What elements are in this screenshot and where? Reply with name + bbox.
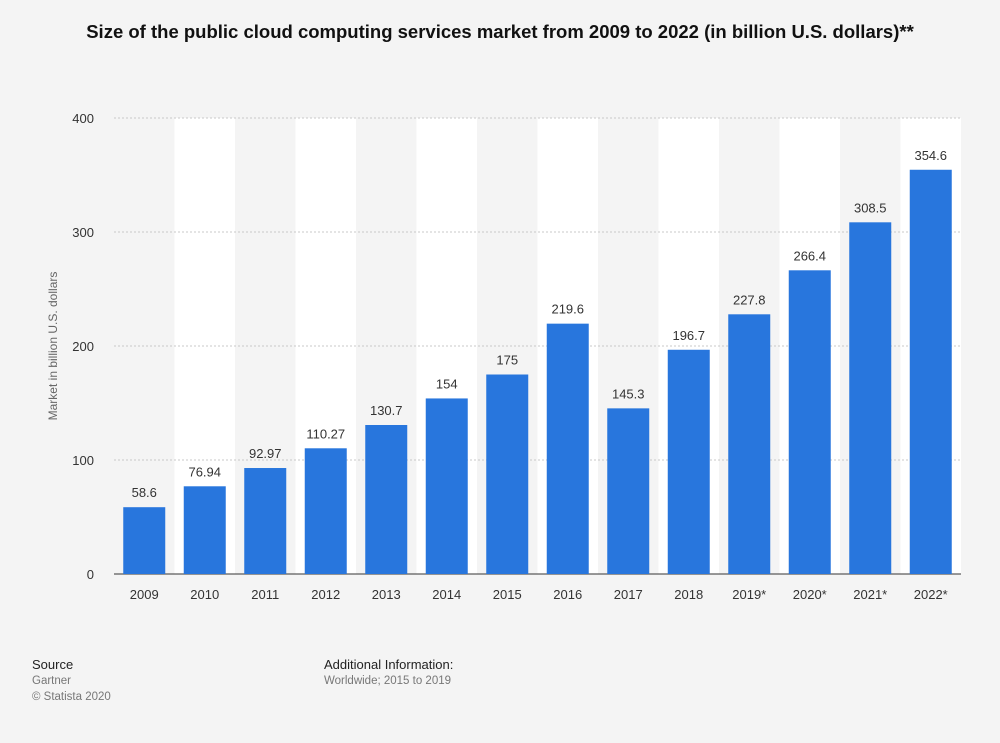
y-tick-label: 0 — [87, 567, 94, 582]
value-label: 219.6 — [551, 302, 584, 317]
x-tick-label: 2018 — [674, 587, 703, 602]
bar — [849, 222, 892, 574]
x-tick-label: 2014 — [432, 587, 461, 602]
bar — [304, 448, 347, 574]
bar — [365, 425, 408, 574]
bar — [183, 486, 226, 574]
y-tick-label: 200 — [72, 339, 94, 354]
y-tick-label: 400 — [72, 111, 94, 126]
x-axis-ticks: 2009 2010 2011 2012 2013 2014 2015 2016 2017 2018… — [130, 587, 948, 602]
bar — [123, 507, 166, 574]
x-tick-label: 2012 — [311, 587, 340, 602]
x-tick-label: 2015 — [493, 587, 522, 602]
bar — [667, 349, 710, 574]
value-label: 308.5 — [854, 200, 887, 215]
value-label: 110.27 — [306, 426, 345, 441]
value-label: 130.7 — [370, 403, 403, 418]
x-tick-label: 2017 — [614, 587, 643, 602]
value-labels: 58.6 76.94 92.97 110.27 130.7 154 175 219.6 145.… — [132, 148, 947, 500]
value-label: 196.7 — [672, 328, 705, 343]
x-tick-label: 2009 — [130, 587, 159, 602]
x-tick-label: 2013 — [372, 587, 401, 602]
source-value: Gartner — [32, 675, 71, 687]
bar — [546, 323, 589, 574]
x-tick-label: 2016 — [553, 587, 582, 602]
value-label: 76.94 — [188, 464, 221, 479]
bar — [909, 169, 952, 575]
source-block: Source Gartner © Statista 2020 — [32, 657, 111, 705]
bar — [728, 314, 771, 574]
x-tick-label: 2020* — [793, 587, 827, 602]
bar — [607, 408, 650, 574]
chart-title: Size of the public cloud computing servi… — [86, 21, 914, 42]
copyright: © Statista 2020 — [32, 691, 111, 703]
x-tick-label: 2010 — [190, 587, 219, 602]
value-label: 175 — [496, 353, 518, 368]
additional-info-label: Additional Information: — [324, 657, 454, 672]
bar — [486, 374, 529, 574]
value-label: 154 — [436, 376, 458, 391]
x-tick-label: 2019* — [732, 587, 766, 602]
value-label: 227.8 — [733, 292, 766, 307]
y-axis-label: Market in billion U.S. dollars — [46, 272, 60, 421]
value-label: 92.97 — [249, 446, 282, 461]
value-label: 58.6 — [132, 485, 157, 500]
value-label: 266.4 — [793, 248, 826, 263]
source-label: Source — [32, 657, 74, 672]
x-tick-label: 2021* — [853, 587, 887, 602]
x-tick-label: 2022* — [914, 587, 948, 602]
value-label: 145.3 — [612, 386, 645, 401]
value-label: 354.6 — [914, 148, 947, 163]
bar — [425, 398, 468, 574]
y-tick-label: 300 — [72, 225, 94, 240]
additional-info-value: Worldwide; 2015 to 2019 — [324, 675, 452, 687]
y-tick-label: 100 — [72, 453, 94, 468]
x-tick-label: 2011 — [251, 587, 279, 602]
additional-info-block: Additional Information: Worldwide; 2015 … — [324, 657, 453, 689]
bars — [123, 169, 952, 575]
bar — [788, 270, 831, 574]
bar — [244, 468, 287, 574]
y-axis-ticks: 0 100 200 300 400 — [72, 111, 94, 582]
